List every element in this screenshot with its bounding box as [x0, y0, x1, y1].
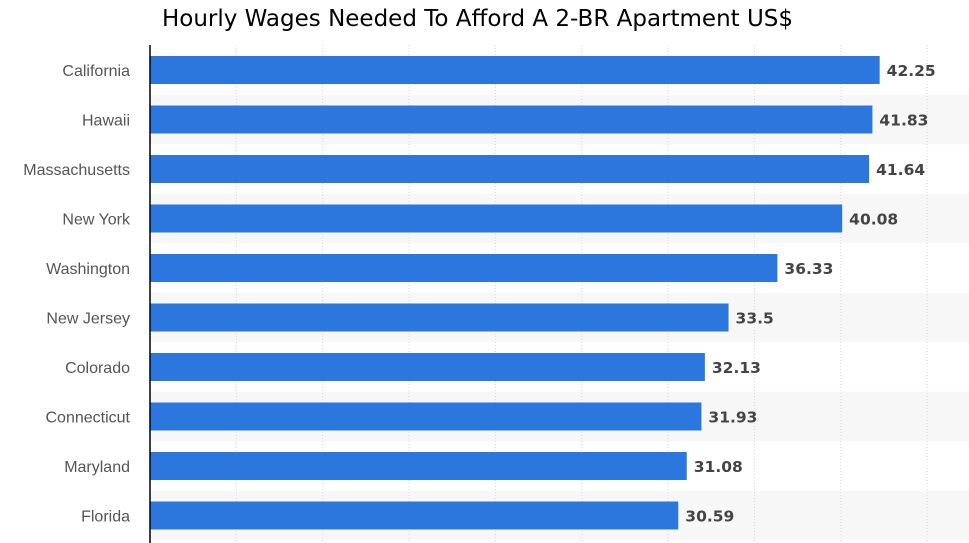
chart-title: Hourly Wages Needed To Afford A 2-BR Apa…	[161, 6, 794, 32]
bar-hawaii	[150, 105, 873, 134]
value-label: 40.08	[849, 211, 898, 229]
bar-florida	[150, 501, 679, 530]
value-label: 31.93	[708, 409, 757, 427]
category-label: Maryland	[64, 459, 130, 476]
value-label: 41.64	[876, 161, 925, 179]
category-label: Connecticut	[46, 410, 131, 427]
bar-washington	[150, 254, 778, 282]
value-label: 36.33	[784, 260, 833, 278]
bar-california	[150, 56, 880, 84]
category-label: Florida	[81, 509, 130, 526]
value-label: 30.59	[685, 508, 734, 526]
category-label: California	[62, 63, 130, 80]
value-label: 32.13	[712, 359, 761, 377]
category-label: New York	[62, 212, 131, 229]
value-label: 42.25	[887, 62, 936, 80]
value-label: 31.08	[694, 458, 743, 476]
category-label: New Jersey	[46, 311, 130, 328]
bar-connecticut	[150, 402, 702, 431]
bar-maryland	[150, 452, 687, 480]
bar-massachusetts	[150, 155, 870, 183]
category-label: Massachusetts	[23, 162, 130, 179]
bar-new-york	[150, 204, 843, 233]
category-label: Colorado	[65, 360, 130, 377]
value-label: 33.5	[736, 310, 774, 328]
value-label: 41.83	[879, 112, 928, 130]
bar-colorado	[150, 353, 705, 381]
bar-new-jersey	[150, 303, 729, 332]
category-label: Washington	[46, 261, 130, 278]
category-label: Hawaii	[82, 113, 130, 130]
